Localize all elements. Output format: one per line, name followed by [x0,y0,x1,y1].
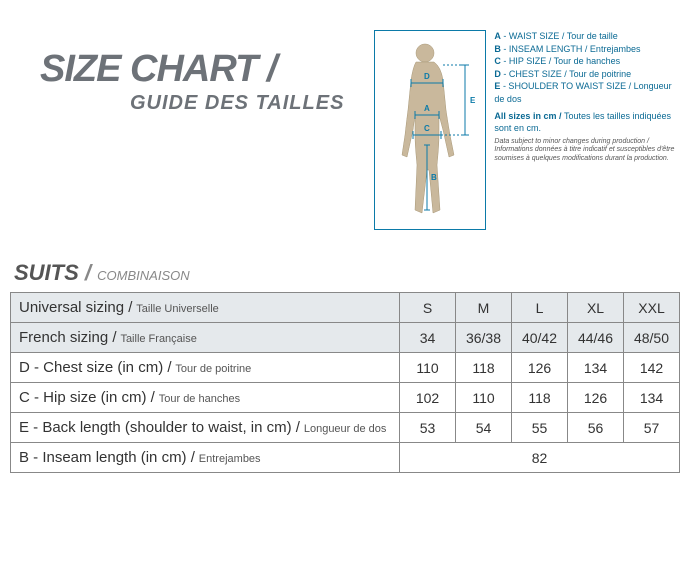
row-value: 53 [400,413,456,443]
legend-note-en: All sizes in cm [494,111,556,121]
row-value: 142 [624,353,680,383]
row-value: 134 [624,383,680,413]
row-value: 110 [400,353,456,383]
legend-item: B - INSEAM LENGTH / Entrejambes [494,43,680,56]
row-value: 102 [400,383,456,413]
row-value: XXL [624,293,680,323]
legend-item: E - SHOULDER TO WAIST SIZE / Longueur de… [494,80,680,105]
diagram-label-a: A [424,104,430,113]
row-value: 57 [624,413,680,443]
row-label: Universal sizing / Taille Universelle [11,293,400,323]
row-label: E - Back length (shoulder to waist, in c… [11,413,400,443]
section-slash: / [85,260,91,285]
diagram-label-d: D [424,72,430,81]
title-slash: / [267,48,277,90]
row-span-value: 82 [400,443,680,473]
row-value: 56 [568,413,624,443]
table-row: Universal sizing / Taille UniverselleSML… [11,293,680,323]
body-figure-svg: D A C B E [375,35,485,225]
section-title: SUITS / COMBINAISON [14,260,680,286]
diagram-label-c: C [424,124,430,133]
row-value: 36/38 [456,323,512,353]
row-value: 34 [400,323,456,353]
row-value: 126 [512,353,568,383]
table-row: E - Back length (shoulder to waist, in c… [11,413,680,443]
header-row: SIZE CHART / GUIDE DES TAILLES [40,30,680,230]
legend-block: A - WAIST SIZE / Tour de tailleB - INSEA… [494,30,680,163]
row-value: 54 [456,413,512,443]
legend-item: A - WAIST SIZE / Tour de taille [494,30,680,43]
row-value: 126 [568,383,624,413]
table-row: B - Inseam length (in cm) / Entrejambes8… [11,443,680,473]
table-row: C - Hip size (in cm) / Tour de hanches10… [11,383,680,413]
row-value: 48/50 [624,323,680,353]
page-subtitle: GUIDE DES TAILLES [40,92,344,115]
row-label: C - Hip size (in cm) / Tour de hanches [11,383,400,413]
row-value: 118 [512,383,568,413]
title-block: SIZE CHART / GUIDE DES TAILLES [40,30,344,115]
row-value: M [456,293,512,323]
row-value: 118 [456,353,512,383]
row-value: 44/46 [568,323,624,353]
row-value: 55 [512,413,568,443]
row-label: B - Inseam length (in cm) / Entrejambes [11,443,400,473]
diagram-legend-group: D A C B E A - WAIST SIZE / Tour de taill… [374,30,680,230]
legend-item: C - HIP SIZE / Tour de hanches [494,55,680,68]
table-row: French sizing / Taille Française3436/384… [11,323,680,353]
legend-items: A - WAIST SIZE / Tour de tailleB - INSEA… [494,30,680,106]
row-value: 110 [456,383,512,413]
table-row: D - Chest size (in cm) / Tour de poitrin… [11,353,680,383]
diagram-label-e: E [470,96,476,105]
row-label: French sizing / Taille Française [11,323,400,353]
row-value: 134 [568,353,624,383]
legend-note: All sizes in cm / Toutes les tailles ind… [494,110,680,135]
legend-item: D - CHEST SIZE / Tour de poitrine [494,68,680,81]
row-value: L [512,293,568,323]
row-label: D - Chest size (in cm) / Tour de poitrin… [11,353,400,383]
row-value: S [400,293,456,323]
section-title-text: SUITS [14,260,79,285]
diagram-label-b: B [431,173,437,182]
row-value: 40/42 [512,323,568,353]
legend-fineprint: Data subject to minor changes during pro… [494,138,674,163]
section-subtitle: COMBINAISON [97,268,189,283]
page-title: SIZE CHART / [40,50,344,88]
title-main-text: SIZE CHART [40,48,257,90]
size-table: Universal sizing / Taille UniverselleSML… [10,292,680,473]
row-value: XL [568,293,624,323]
body-diagram: D A C B E [374,30,486,230]
